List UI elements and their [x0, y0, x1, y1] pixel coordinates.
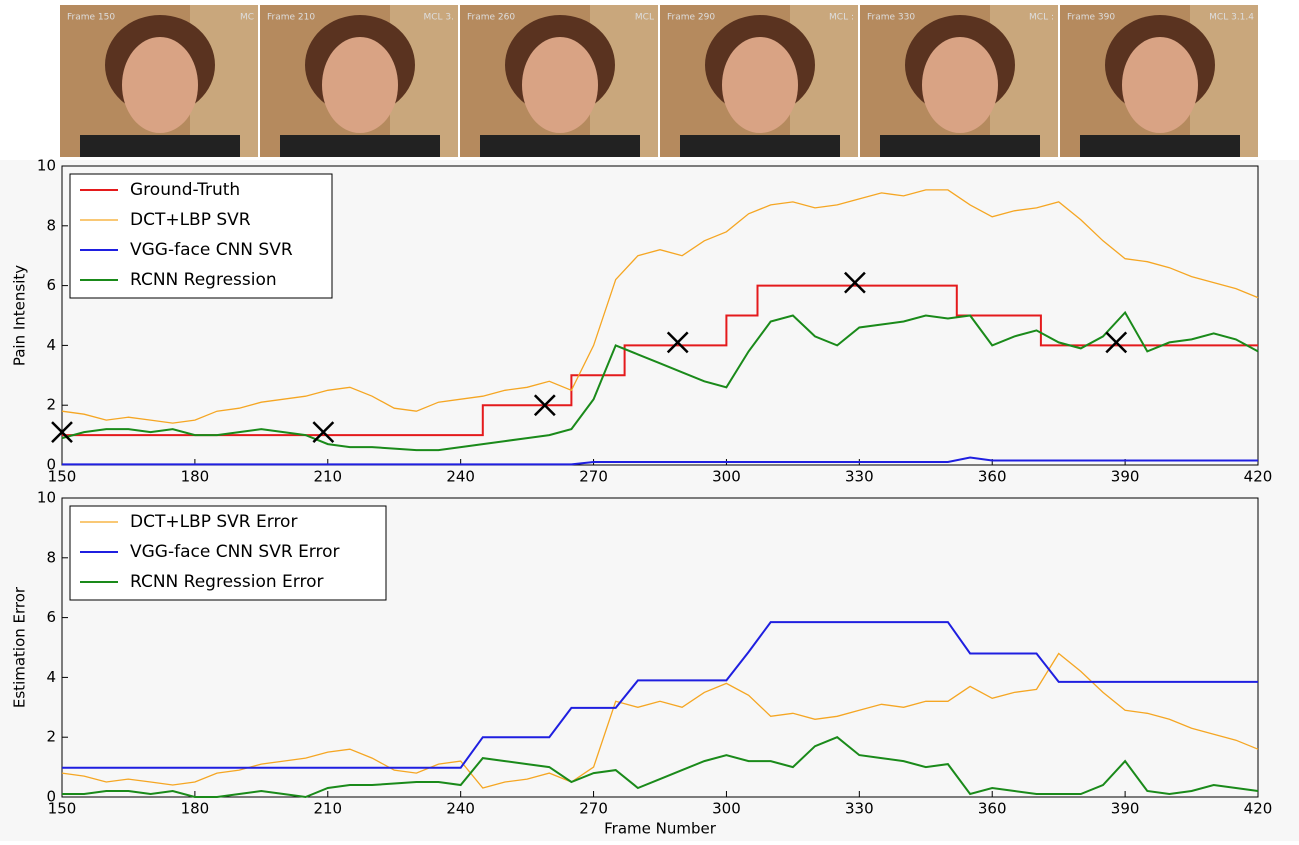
- y-tick-label: 0: [46, 456, 56, 474]
- x-tick-label: 180: [181, 468, 210, 486]
- x-tick-label: 180: [181, 800, 210, 818]
- shirt: [1080, 135, 1240, 157]
- y-tick-label: 8: [46, 548, 56, 566]
- x-tick-label: 240: [446, 468, 475, 486]
- x-axis-label: Frame Number: [604, 820, 717, 838]
- legend-label: DCT+LBP SVR: [130, 210, 251, 230]
- face: [722, 37, 798, 133]
- x-tick-label: 420: [1244, 800, 1273, 818]
- y-tick-label: 10: [37, 489, 56, 507]
- x-tick-label: 270: [579, 800, 608, 818]
- x-tick-label: 240: [446, 800, 475, 818]
- shirt: [680, 135, 840, 157]
- frame-tag: MCL 3.1.4: [1209, 13, 1254, 23]
- y-tick-label: 0: [46, 788, 56, 806]
- y-tick-label: 8: [46, 216, 56, 234]
- x-tick-label: 420: [1244, 468, 1273, 486]
- y-tick-label: 10: [37, 157, 56, 175]
- shirt: [880, 135, 1040, 157]
- frame-tag: MCL :: [1029, 13, 1054, 23]
- y-tick-label: 2: [46, 396, 56, 414]
- legend-label: RCNN Regression Error: [130, 572, 324, 592]
- legend-label: RCNN Regression: [130, 270, 277, 290]
- frame-label: Frame 390: [1067, 13, 1115, 23]
- frame-tag: MC: [240, 13, 254, 23]
- frame-tag: MCL :: [829, 13, 854, 23]
- x-tick-label: 300: [712, 800, 741, 818]
- frame-tag: MCL: [635, 13, 654, 23]
- legend-label: DCT+LBP SVR Error: [130, 512, 297, 532]
- x-tick-label: 330: [845, 468, 874, 486]
- shirt: [80, 135, 240, 157]
- frame-label: Frame 260: [467, 13, 515, 23]
- x-tick-label: 210: [313, 468, 342, 486]
- shirt: [480, 135, 640, 157]
- x-tick-label: 390: [1111, 800, 1140, 818]
- y-axis-label: Estimation Error: [11, 586, 29, 708]
- legend-label: VGG-face CNN SVR Error: [130, 542, 340, 562]
- face: [522, 37, 598, 133]
- x-tick-label: 210: [313, 800, 342, 818]
- frame-label: Frame 150: [67, 13, 115, 23]
- y-tick-label: 4: [46, 668, 56, 686]
- legend-label: VGG-face CNN SVR: [130, 240, 293, 260]
- face: [1122, 37, 1198, 133]
- y-tick-label: 6: [46, 276, 56, 294]
- face: [922, 37, 998, 133]
- y-tick-label: 2: [46, 728, 56, 746]
- frame-tag: MCL 3.: [423, 13, 454, 23]
- x-tick-label: 360: [978, 800, 1007, 818]
- x-tick-label: 390: [1111, 468, 1140, 486]
- shirt: [280, 135, 440, 157]
- figure: Frame 150 MC Frame 210 MCL 3. Frame 260 MCL Fr…: [0, 0, 1299, 841]
- frame-label: Frame 330: [867, 13, 915, 23]
- x-tick-label: 330: [845, 800, 874, 818]
- x-tick-label: 360: [978, 468, 1007, 486]
- y-tick-label: 6: [46, 608, 56, 626]
- y-tick-label: 4: [46, 336, 56, 354]
- y-axis-label: Pain Intensity: [11, 265, 29, 366]
- x-tick-label: 270: [579, 468, 608, 486]
- legend-label: Ground-Truth: [130, 180, 240, 200]
- frame-label: Frame 290: [667, 13, 715, 23]
- face: [322, 37, 398, 133]
- x-tick-label: 300: [712, 468, 741, 486]
- frame-label: Frame 210: [267, 13, 315, 23]
- face: [122, 37, 198, 133]
